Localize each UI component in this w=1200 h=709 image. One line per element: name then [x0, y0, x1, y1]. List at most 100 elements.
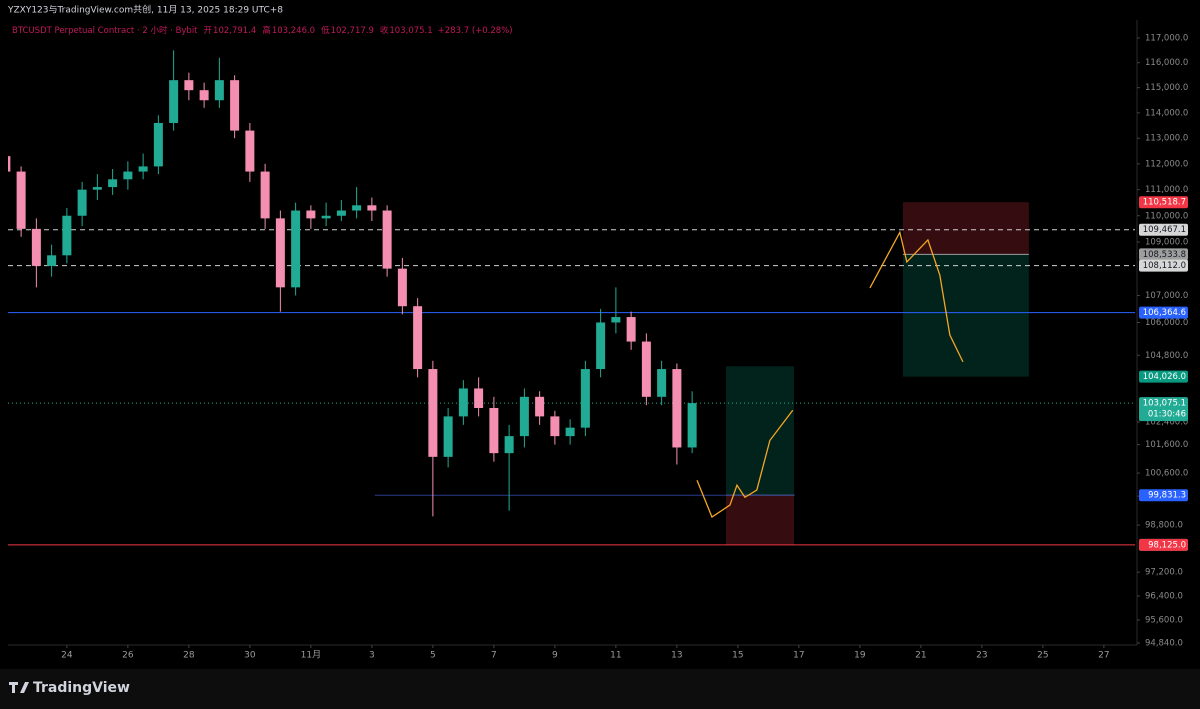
candle-body — [92, 187, 102, 190]
price-label-box — [1139, 538, 1188, 551]
projection — [869, 230, 964, 363]
logo-text: TradingView — [33, 680, 130, 696]
candle-body — [641, 341, 651, 397]
y-tick-label: 98,800.0 — [1145, 521, 1183, 531]
x-tick-label: 15 — [732, 651, 743, 661]
x-tick-label: 19 — [854, 651, 866, 661]
y-tick-label: 96,400.0 — [1145, 591, 1183, 601]
x-tick-label: 3 — [369, 651, 375, 661]
ohlc-value: 103,075.1 — [389, 26, 432, 36]
footer — [0, 669, 1200, 709]
price-label: 98,125.0 — [1148, 540, 1186, 550]
candle-body — [382, 210, 392, 269]
candle-body — [31, 228, 41, 266]
logo-icon — [9, 682, 29, 693]
y-tick-label: 113,000.0 — [1145, 134, 1188, 144]
loss-zone — [902, 202, 1029, 255]
projection — [696, 409, 794, 518]
logo: TradingView — [9, 680, 130, 696]
candle-body — [199, 90, 209, 101]
y-tick-label: 102,400.0 — [1145, 418, 1188, 428]
candle-body — [16, 171, 26, 229]
candle-body — [519, 396, 529, 437]
candle-body — [397, 268, 407, 307]
candle-body — [413, 306, 423, 370]
ohlc-label: 开 — [204, 26, 213, 36]
candle-body — [596, 322, 606, 370]
candle-body — [474, 388, 484, 408]
symbol-legend: BTCUSDT Perpetual Contract · 2 小时 · Bybi… — [12, 25, 513, 36]
x-tick-label: 17 — [793, 651, 804, 661]
x-tick-label: 23 — [976, 651, 987, 661]
candle-body — [687, 403, 697, 448]
ohlc-label: 高 — [262, 25, 271, 36]
candle-body — [184, 80, 194, 91]
candle-body — [245, 130, 255, 172]
candle-body — [535, 396, 545, 417]
ohlc-value: 102,791.4 — [213, 26, 256, 36]
price-label-box — [1139, 248, 1188, 261]
candle-body — [550, 416, 560, 437]
y-tick-label: 107,000.0 — [1145, 291, 1188, 301]
x-tick-label: 13 — [671, 651, 682, 661]
candle-body — [77, 189, 87, 216]
y-tick-label: 97,200.0 — [1145, 568, 1183, 578]
candle-body — [580, 369, 590, 428]
y-tick-label: 116,000.0 — [1145, 58, 1188, 68]
candle-body — [352, 205, 362, 211]
price-label: 108,112.0 — [1143, 261, 1186, 271]
candle-body — [611, 317, 621, 323]
y-tick-label: 114,000.0 — [1145, 108, 1188, 118]
y-tick-label: 104,800.0 — [1145, 351, 1188, 361]
axes: 117,000.0 116,000.0 115,000.0 114,000.0 113,… — [61, 34, 1188, 661]
y-tick-label: 115,000.0 — [1145, 83, 1188, 93]
candle-body — [626, 317, 636, 342]
price-label: 110,518.7 — [1143, 198, 1186, 208]
ohlc-label: 低 — [321, 25, 330, 36]
candle-body — [504, 436, 514, 454]
ohlc-value: 103,246.0 — [272, 26, 315, 36]
x-tick-label: 26 — [122, 651, 134, 661]
price-label: 109,467.1 — [1143, 225, 1186, 235]
y-tick-label: 100,600.0 — [1145, 469, 1188, 479]
candle-body — [260, 171, 270, 219]
price-label-box — [1139, 397, 1188, 422]
price-label: 104,026.0 — [1143, 372, 1186, 382]
symbol: BTCUSDT Perpetual Contract · 2 小时 · Bybi… — [12, 25, 198, 36]
candle-body — [275, 218, 285, 288]
candle-body — [230, 80, 240, 131]
y-tick-label: 111,000.0 — [1145, 185, 1188, 195]
profit-zone — [902, 254, 1029, 377]
x-tick-label: 5 — [430, 651, 436, 661]
candle-body — [47, 255, 57, 266]
candle-body — [62, 215, 72, 256]
y-tick-label: 94,840.0 — [1145, 639, 1183, 649]
price-label-box — [1139, 223, 1188, 236]
candle-body — [306, 210, 316, 219]
x-tick-label: 24 — [61, 651, 73, 661]
candle-body — [458, 388, 468, 417]
candle-body — [321, 215, 331, 219]
x-tick-label: 30 — [244, 651, 256, 661]
candle-body — [336, 210, 346, 216]
x-tick-label: 27 — [1098, 651, 1109, 661]
candle-body — [291, 210, 301, 288]
candle-body — [672, 369, 682, 448]
y-tick-label: 106,000.0 — [1145, 318, 1188, 328]
x-tick-label: 9 — [552, 651, 558, 661]
candle-body — [489, 407, 499, 454]
candle-body — [8, 156, 11, 172]
candle-body — [123, 171, 133, 180]
y-tick-label: 109,000.0 — [1145, 238, 1188, 248]
y-tick-label: 101,600.0 — [1145, 440, 1188, 450]
candle-body — [108, 179, 118, 188]
price-label: 99,831.3 — [1148, 491, 1186, 501]
x-tick-label: 28 — [183, 651, 195, 661]
price-label-box — [1139, 370, 1188, 383]
candle-body — [367, 205, 377, 211]
price-label: 108,533.8 — [1143, 250, 1186, 260]
x-tick-label: 25 — [1037, 651, 1048, 661]
y-tick-label: 110,000.0 — [1145, 211, 1188, 221]
x-tick-label: 7 — [491, 651, 497, 661]
